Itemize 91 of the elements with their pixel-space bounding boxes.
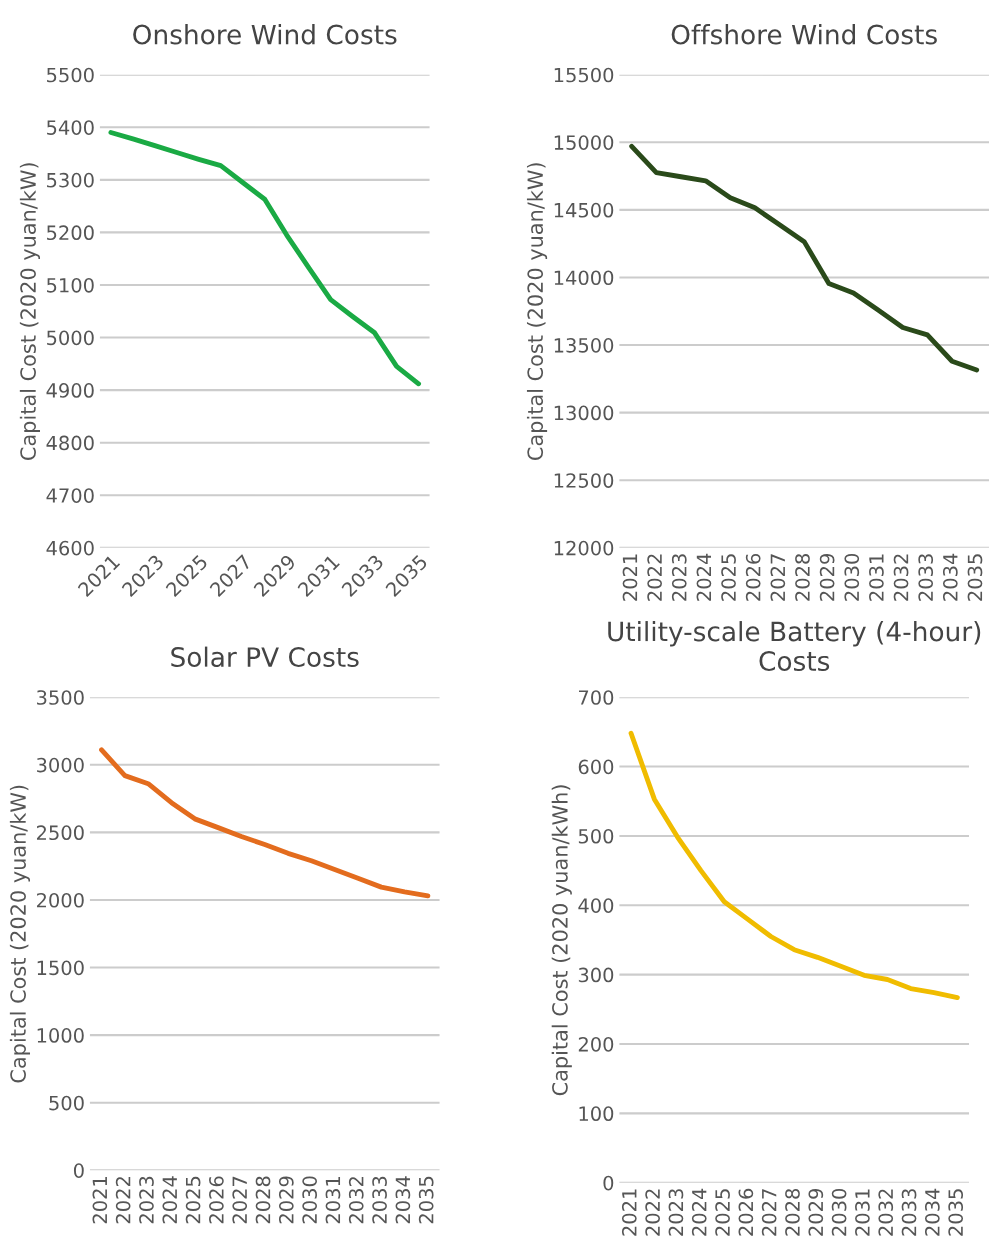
chart-title: Utility-scale Battery (4-hour) Costs	[608, 621, 981, 672]
y-tick-label: 4900	[46, 383, 94, 398]
x-tick-label: 2031	[855, 1189, 870, 1236]
x-tick-label: 2026	[738, 1188, 754, 1236]
y-tick-label: 5400	[47, 120, 94, 135]
y-tick-label: 12000	[554, 540, 614, 556]
y-tick-label: 200	[578, 1036, 614, 1052]
y-axis-title: Capital Cost (2020 yuan/kW)	[19, 163, 40, 460]
x-tick-label: 2022	[647, 554, 662, 601]
y-tick-label: 700	[579, 690, 614, 705]
y-axis-title: Capital Cost (2020 yuan/kWh)	[551, 785, 572, 1096]
y-tick-label: 0	[603, 1175, 614, 1191]
y-tick-label: 600	[578, 759, 614, 775]
y-tick-label: 13000	[554, 405, 614, 421]
x-tick-label: 2028	[795, 553, 810, 601]
x-tick-label: 2035	[967, 554, 983, 601]
y-tick-label: 500	[49, 1095, 84, 1111]
y-tick-label: 4800	[46, 435, 94, 451]
x-tick-label: 2026	[745, 553, 761, 601]
x-tick-label: 2033	[901, 1189, 917, 1236]
y-axis-title: Capital Cost (2020 yuan/kW)	[9, 785, 31, 1083]
y-tick-label: 4600	[46, 540, 94, 556]
chart-title: Offshore Wind Costs	[671, 24, 937, 45]
y-tick-label: 1000	[37, 1028, 84, 1043]
y-tick-label: 2500	[36, 825, 84, 841]
x-tick-label: 2024	[696, 553, 712, 601]
y-tick-label: 100	[579, 1106, 614, 1122]
y-tick-label: 15000	[554, 135, 614, 150]
y-tick-label: 0	[73, 1163, 84, 1178]
y-tick-label: 3500	[37, 690, 84, 705]
x-tick-label: 2029	[819, 554, 835, 601]
line-series	[108, 130, 422, 387]
x-tick-label: 2030	[831, 1188, 847, 1236]
y-tick-label: 5100	[47, 277, 94, 293]
x-tick-label: 2032	[348, 1177, 364, 1224]
x-tick-label: 2021	[92, 1176, 108, 1224]
x-tick-label: 2035	[418, 1176, 434, 1224]
y-tick-label: 400	[578, 898, 614, 913]
x-tick-label: 2021	[621, 1189, 637, 1236]
y-tick-label: 5000	[47, 330, 94, 346]
x-tick-label: 2028	[255, 1176, 271, 1224]
y-tick-label: 5300	[47, 172, 94, 188]
y-tick-label: 12500	[554, 473, 614, 488]
x-tick-label: 2023	[139, 1176, 154, 1224]
x-tick-label: 2027	[761, 1189, 777, 1236]
line-series	[99, 747, 431, 899]
line-series	[629, 143, 980, 373]
x-tick-label: 2027	[770, 554, 786, 601]
y-tick-label: 4700	[46, 488, 94, 503]
x-tick-label: 2030	[302, 1176, 317, 1224]
x-tick-label: 2032	[893, 554, 909, 601]
line-series	[628, 730, 960, 1000]
x-tick-label: 2025	[185, 1176, 201, 1224]
x-tick-label: 2032	[878, 1189, 894, 1236]
x-tick-label: 2024	[691, 1188, 707, 1236]
x-tick-label: 2025	[721, 554, 736, 601]
y-tick-label: 1500	[37, 960, 84, 976]
y-tick-label: 14500	[554, 202, 614, 218]
x-tick-label: 2031	[869, 554, 884, 601]
x-tick-label: 2030	[844, 553, 860, 601]
x-tick-label: 2034	[925, 1188, 940, 1236]
x-tick-label: 2031	[325, 1176, 341, 1224]
x-tick-label: 2028	[785, 1188, 800, 1236]
chart-title: Solar PV Costs	[171, 646, 359, 668]
x-tick-label: 2023	[668, 1189, 684, 1236]
x-tick-label: 2026	[209, 1176, 224, 1224]
x-tick-label: 2034	[942, 553, 958, 601]
x-tick-label: 2033	[372, 1176, 387, 1224]
x-tick-label: 2021	[622, 554, 638, 601]
x-tick-label: 2034	[395, 1176, 411, 1224]
x-tick-label: 2025	[715, 1189, 730, 1236]
y-tick-label: 15500	[554, 67, 614, 83]
y-tick-label: 5200	[47, 225, 94, 241]
x-tick-label: 2024	[162, 1176, 178, 1224]
y-tick-label: 3000	[37, 757, 84, 773]
y-tick-label: 13500	[554, 338, 614, 353]
y-tick-label: 2000	[36, 892, 84, 908]
y-tick-label: 5500	[47, 67, 94, 83]
x-tick-label: 2029	[278, 1176, 294, 1224]
x-tick-label: 2029	[808, 1188, 824, 1236]
x-tick-label: 2035	[948, 1189, 964, 1236]
x-tick-label: 2022	[115, 1177, 131, 1224]
y-tick-label: 500	[578, 828, 614, 844]
x-tick-label: 2022	[645, 1189, 660, 1236]
y-tick-label: 14000	[554, 270, 614, 286]
x-tick-label: 2023	[671, 554, 687, 601]
x-tick-label: 2027	[232, 1176, 248, 1224]
chart-title: Onshore Wind Costs	[133, 24, 397, 45]
y-tick-label: 300	[578, 967, 614, 983]
x-tick-label: 2033	[918, 554, 934, 601]
y-axis-title: Capital Cost (2020 yuan/kW)	[526, 163, 548, 460]
